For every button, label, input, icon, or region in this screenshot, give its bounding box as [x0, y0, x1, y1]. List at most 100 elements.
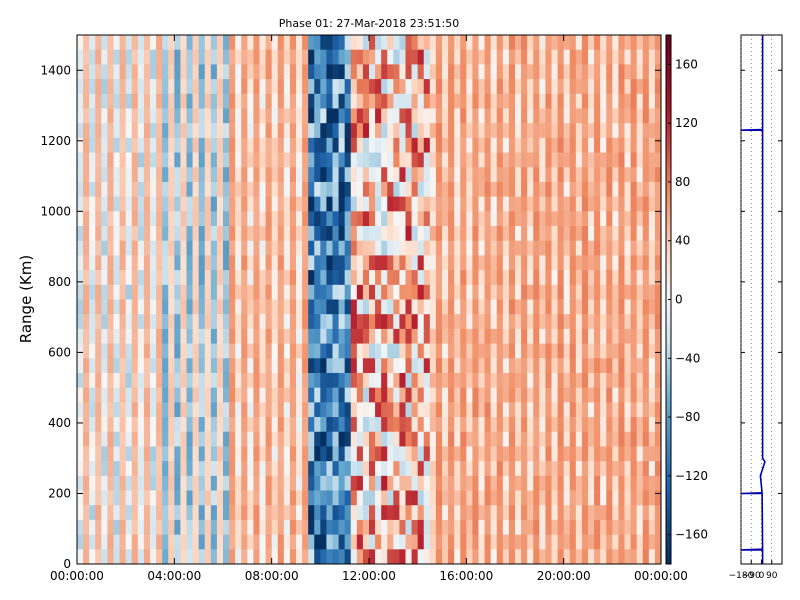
heatmap-cell: [223, 505, 230, 521]
heatmap-cell: [326, 314, 333, 330]
heatmap-cell: [381, 475, 388, 491]
heatmap-cell: [375, 181, 382, 198]
heatmap-cell: [551, 108, 558, 124]
heatmap-cell: [636, 431, 644, 447]
heatmap-cell: [156, 519, 163, 536]
heatmap-cell: [283, 152, 291, 168]
heatmap-cell: [533, 402, 540, 418]
heatmap-cell: [600, 226, 607, 242]
heatmap-cell: [344, 431, 352, 447]
colorbar-segment: [666, 136, 671, 142]
heatmap-cell: [180, 181, 187, 198]
heatmap-cell: [648, 49, 656, 65]
heatmap-cell: [630, 152, 638, 168]
heatmap-cell: [119, 211, 127, 227]
heatmap-cell: [119, 167, 127, 183]
heatmap-cell: [320, 299, 327, 315]
heatmap-cell: [223, 255, 230, 271]
heatmap-cell: [162, 358, 169, 374]
heatmap-cell: [460, 226, 467, 242]
heatmap-cell: [654, 314, 662, 330]
heatmap-cell: [326, 490, 333, 506]
heatmap-cell: [594, 35, 601, 51]
heatmap-cell: [277, 64, 285, 80]
heatmap-cell: [496, 387, 504, 403]
heatmap-cell: [636, 137, 644, 153]
heatmap-cell: [502, 519, 510, 536]
colorbar: [666, 35, 671, 565]
heatmap-cell: [168, 240, 175, 256]
heatmap-cell: [393, 93, 400, 109]
heatmap-cell: [630, 534, 638, 550]
heatmap-cell: [624, 196, 631, 212]
heatmap-cell: [125, 152, 133, 168]
heatmap-cell: [271, 167, 279, 183]
heatmap-cell: [229, 108, 236, 124]
heatmap-cell: [277, 299, 285, 315]
heatmap-cell: [271, 196, 279, 212]
y-tick-label: 1400: [40, 63, 71, 77]
heatmap-cell: [338, 123, 346, 139]
heatmap-cell: [332, 446, 339, 462]
heatmap-cell: [551, 270, 558, 286]
heatmap-cell: [594, 123, 601, 139]
heatmap-cell: [399, 387, 406, 403]
heatmap-cell: [314, 240, 321, 256]
heatmap-cell: [326, 446, 333, 462]
heatmap-cell: [442, 64, 449, 80]
heatmap-cell: [557, 93, 565, 109]
heatmap-cell: [539, 93, 546, 109]
heatmap-cell: [326, 505, 333, 521]
heatmap-cell: [362, 358, 370, 374]
heatmap-cell: [235, 226, 242, 242]
heatmap-cell: [496, 505, 504, 521]
heatmap-cell: [113, 461, 120, 477]
heatmap-cell: [472, 255, 479, 271]
heatmap-cell: [247, 461, 254, 477]
heatmap-cell: [308, 226, 315, 242]
heatmap-cell: [143, 196, 151, 212]
heatmap-cell: [192, 181, 200, 198]
heatmap-cell: [515, 549, 522, 565]
heatmap-cell: [216, 328, 224, 344]
heatmap-cell: [210, 534, 218, 550]
heatmap-cell: [654, 431, 662, 447]
colorbar-segment: [666, 79, 671, 84]
heatmap-cell: [594, 328, 601, 344]
x-tick-label: 00:00:00: [50, 569, 104, 583]
heatmap-cell: [344, 226, 352, 242]
heatmap-cell: [198, 299, 206, 315]
heatmap-cell: [581, 549, 589, 565]
heatmap-cell: [411, 284, 419, 300]
heatmap-cell: [563, 461, 571, 477]
heatmap-cell: [216, 240, 224, 256]
heatmap-cell: [551, 402, 558, 418]
heatmap-cell: [289, 534, 297, 550]
heatmap-cell: [204, 211, 212, 227]
heatmap-cell: [314, 196, 321, 212]
heatmap-cell: [624, 35, 631, 51]
heatmap-cell: [210, 358, 218, 374]
heatmap-cell: [515, 402, 522, 418]
heatmap-cell: [186, 49, 193, 65]
heatmap-cell: [247, 181, 254, 198]
heatmap-cell: [253, 152, 260, 168]
heatmap-cell: [107, 123, 114, 139]
heatmap-cell: [521, 93, 528, 109]
heatmap-cell: [478, 299, 485, 315]
heatmap-cell: [229, 461, 236, 477]
heatmap-cell: [95, 123, 102, 139]
heatmap-cell: [137, 549, 145, 565]
heatmap-cell: [180, 35, 187, 51]
heatmap-cell: [478, 270, 485, 286]
heatmap-cell: [387, 549, 394, 565]
heatmap-cell: [277, 167, 285, 183]
heatmap-cell: [515, 152, 522, 168]
heatmap-cell: [150, 490, 157, 506]
heatmap-cell: [448, 270, 455, 286]
heatmap-cell: [283, 49, 291, 65]
heatmap-cell: [320, 137, 327, 153]
heatmap-cell: [375, 284, 382, 300]
heatmap-cell: [332, 226, 339, 242]
heatmap-cell: [283, 64, 291, 80]
